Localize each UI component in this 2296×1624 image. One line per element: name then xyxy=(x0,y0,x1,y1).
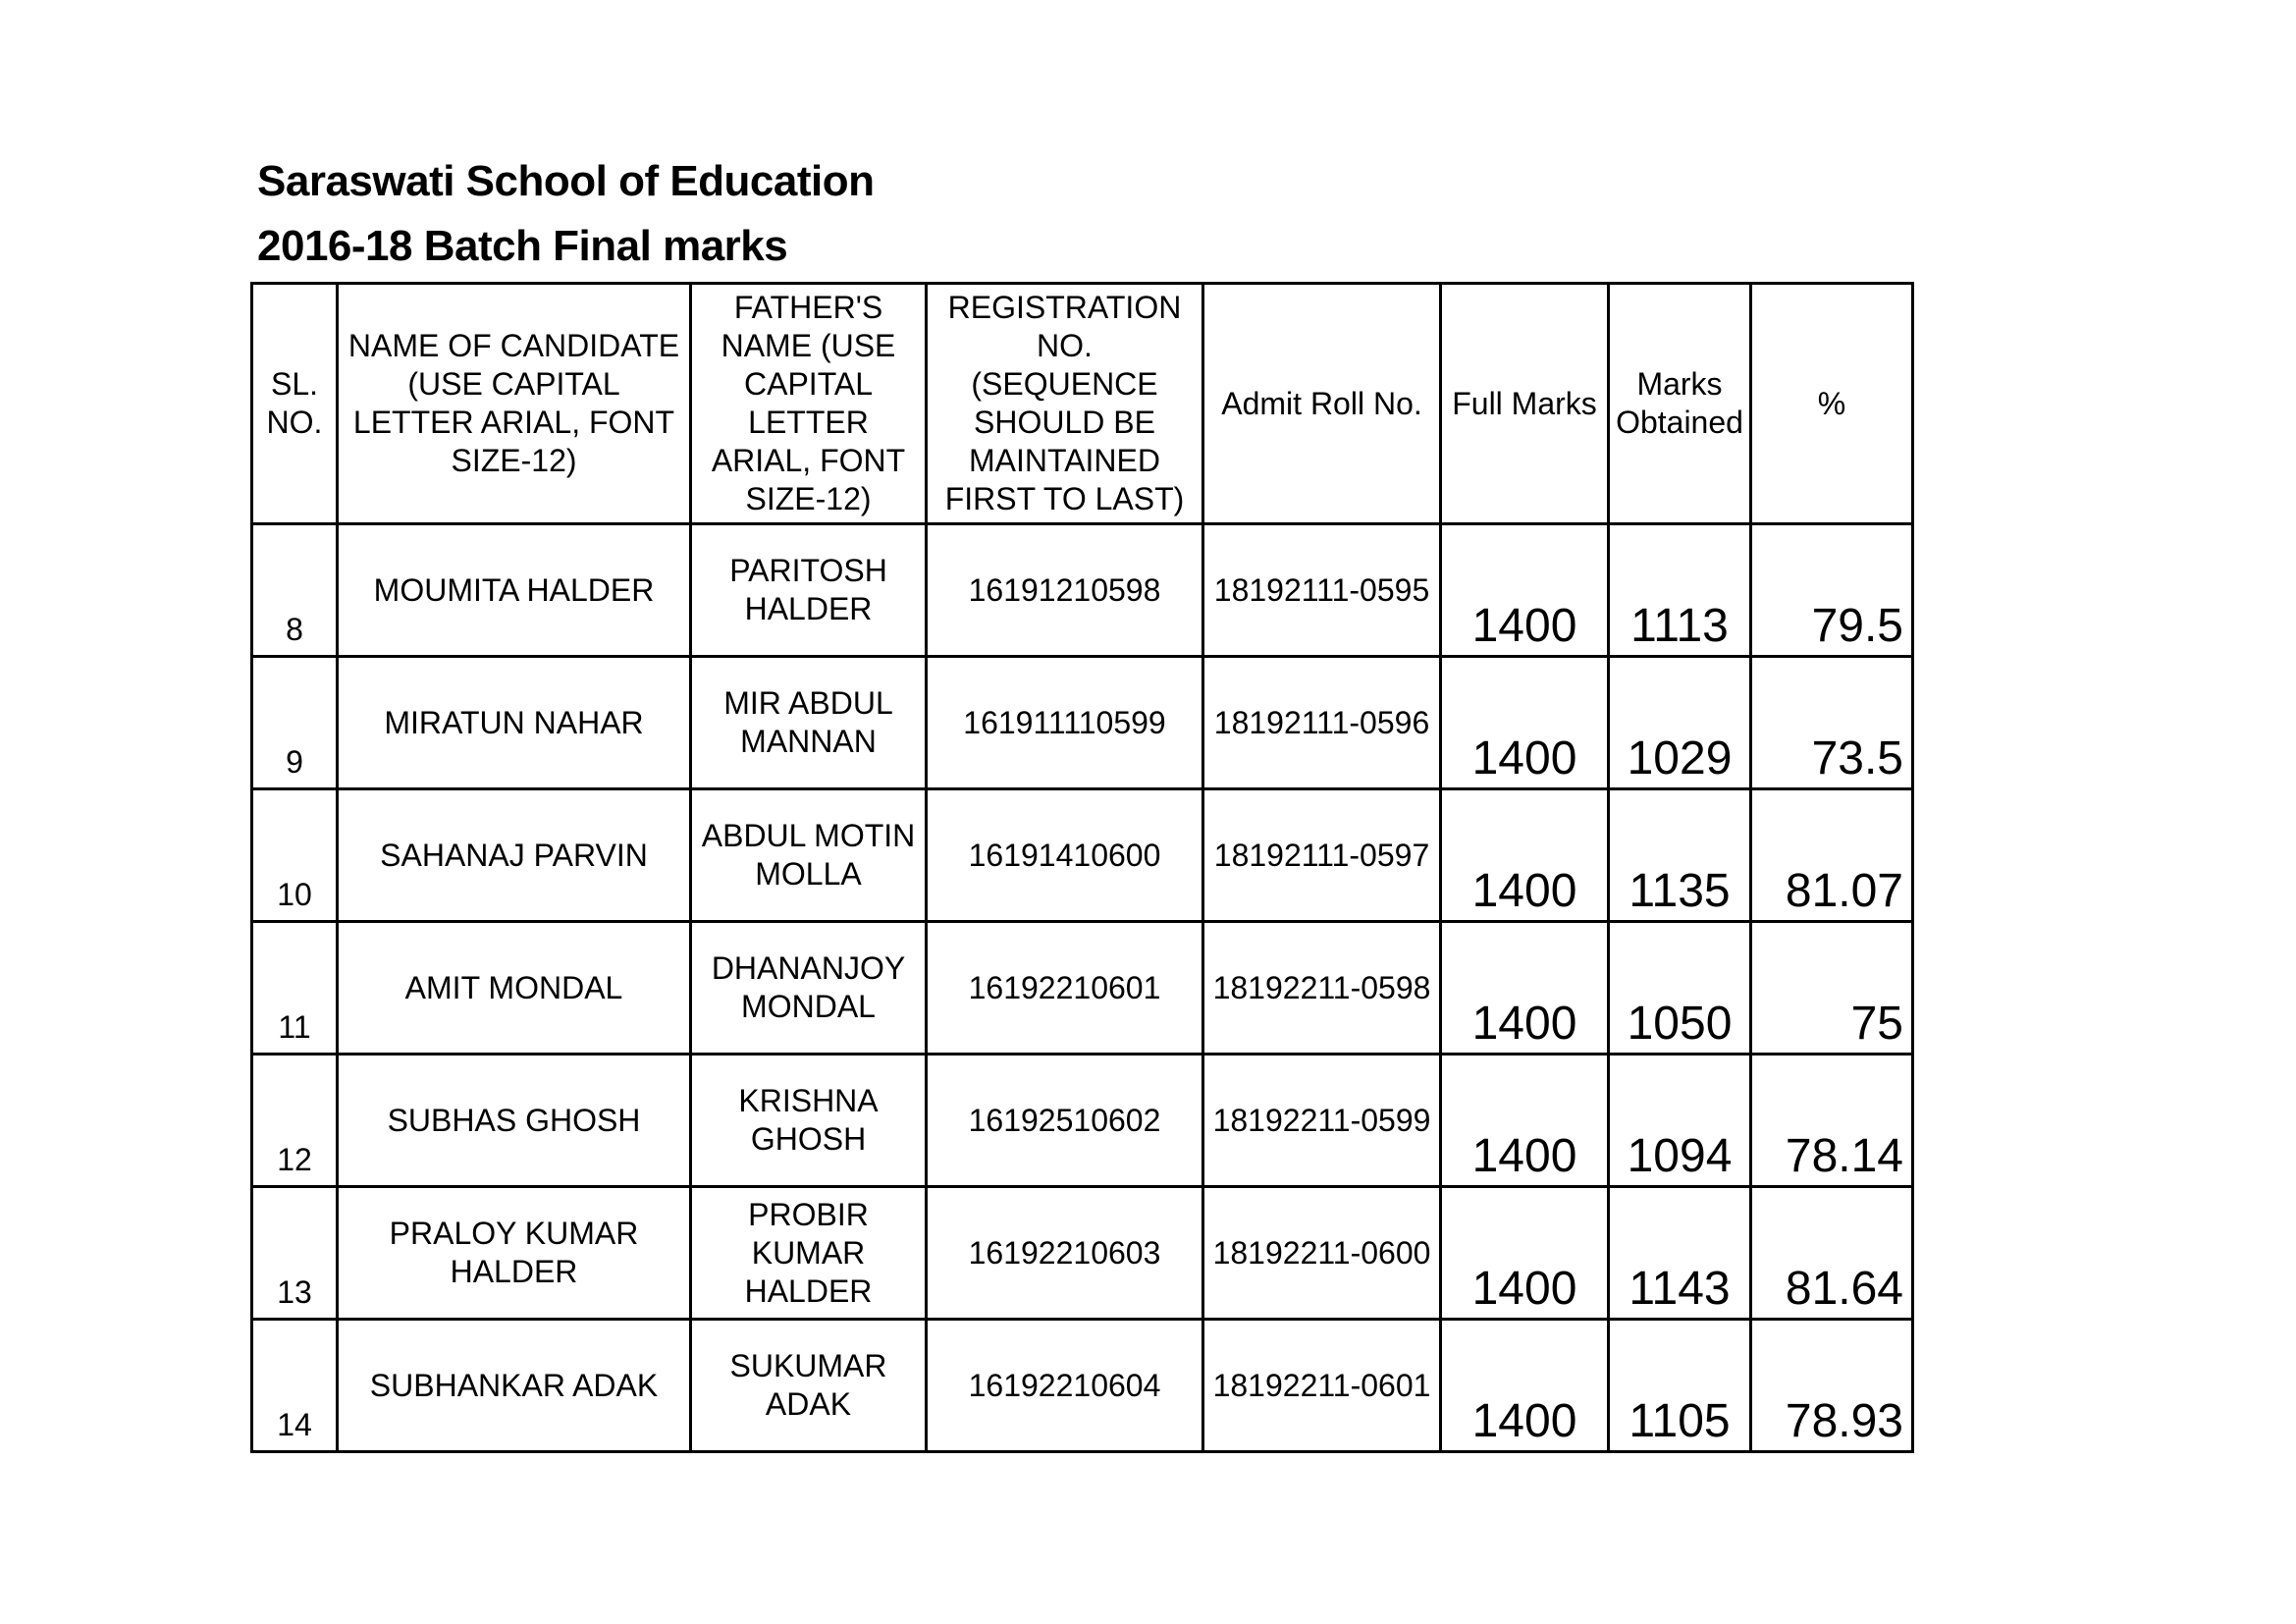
table-row: 10 SAHANAJ PARVIN ABDUL MOTIN MOLLA 1619141… xyxy=(250,787,1914,923)
cell-father-name: PROBIR KUMAR HALDER xyxy=(689,1185,928,1321)
header-candidate-name: NAME OF CANDIDATE (USE CAPITAL LETTER AR… xyxy=(336,282,692,525)
cell-sl-no: 12 xyxy=(250,1053,339,1188)
cell-admit-roll-no: 18192111-0596 xyxy=(1201,655,1442,790)
cell-marks-obtained: 1029 xyxy=(1607,655,1752,790)
cell-father-name: SUKUMAR ADAK xyxy=(689,1318,928,1453)
marks-table: SL. NO. NAME OF CANDIDATE (USE CAPITAL L… xyxy=(250,282,1914,1453)
cell-admit-roll-no: 18192111-0595 xyxy=(1201,522,1442,658)
cell-percent: 73.5 xyxy=(1749,655,1914,790)
cell-registration-no: 16192210604 xyxy=(925,1318,1204,1453)
header-marks-obtained: Marks Obtained xyxy=(1607,282,1752,525)
cell-candidate-name: SUBHANKAR ADAK xyxy=(336,1318,692,1453)
header-father-name: FATHER'S NAME (USE CAPITAL LETTER ARIAL,… xyxy=(689,282,928,525)
cell-admit-roll-no: 18192211-0600 xyxy=(1201,1185,1442,1321)
cell-candidate-name: MIRATUN NAHAR xyxy=(336,655,692,790)
table-row: 12 SUBHAS GHOSH KRISHNA GHOSH 16192510602 18… xyxy=(250,1053,1914,1188)
table-row: 13 PRALOY KUMAR HALDER PROBIR KUMAR HALDER… xyxy=(250,1185,1914,1321)
cell-percent: 79.5 xyxy=(1749,522,1914,658)
cell-father-name: ABDUL MOTIN MOLLA xyxy=(689,787,928,923)
header-admit-roll-no: Admit Roll No. xyxy=(1201,282,1442,525)
cell-candidate-name: AMIT MONDAL xyxy=(336,920,692,1056)
cell-full-marks: 1400 xyxy=(1439,787,1610,923)
cell-admit-roll-no: 18192211-0598 xyxy=(1201,920,1442,1056)
cell-candidate-name: MOUMITA HALDER xyxy=(336,522,692,658)
cell-sl-no: 10 xyxy=(250,787,339,923)
cell-marks-obtained: 1094 xyxy=(1607,1053,1752,1188)
cell-registration-no: 16191210598 xyxy=(925,522,1204,658)
header-row: SL. NO. NAME OF CANDIDATE (USE CAPITAL L… xyxy=(250,282,1914,525)
cell-sl-no: 13 xyxy=(250,1185,339,1321)
cell-marks-obtained: 1113 xyxy=(1607,522,1752,658)
cell-percent: 78.93 xyxy=(1749,1318,1914,1453)
document-subtitle: 2016-18 Batch Final marks xyxy=(257,222,788,270)
cell-sl-no: 9 xyxy=(250,655,339,790)
cell-father-name: KRISHNA GHOSH xyxy=(689,1053,928,1188)
cell-registration-no: 16192210603 xyxy=(925,1185,1204,1321)
cell-candidate-name: PRALOY KUMAR HALDER xyxy=(336,1185,692,1321)
cell-father-name: PARITOSH HALDER xyxy=(689,522,928,658)
cell-admit-roll-no: 18192111-0597 xyxy=(1201,787,1442,923)
cell-marks-obtained: 1105 xyxy=(1607,1318,1752,1453)
cell-percent: 75 xyxy=(1749,920,1914,1056)
cell-candidate-name: SAHANAJ PARVIN xyxy=(336,787,692,923)
cell-marks-obtained: 1050 xyxy=(1607,920,1752,1056)
table-row: 8 MOUMITA HALDER PARITOSH HALDER 1619121059… xyxy=(250,522,1914,658)
cell-registration-no: 16192510602 xyxy=(925,1053,1204,1188)
cell-admit-roll-no: 18192211-0599 xyxy=(1201,1053,1442,1188)
cell-father-name: MIR ABDUL MANNAN xyxy=(689,655,928,790)
cell-full-marks: 1400 xyxy=(1439,1053,1610,1188)
cell-registration-no: 16191410600 xyxy=(925,787,1204,923)
cell-admit-roll-no: 18192211-0601 xyxy=(1201,1318,1442,1453)
cell-percent: 78.14 xyxy=(1749,1053,1914,1188)
cell-percent: 81.07 xyxy=(1749,787,1914,923)
header-percent: % xyxy=(1749,282,1914,525)
cell-marks-obtained: 1143 xyxy=(1607,1185,1752,1321)
cell-sl-no: 11 xyxy=(250,920,339,1056)
cell-marks-obtained: 1135 xyxy=(1607,787,1752,923)
cell-sl-no: 8 xyxy=(250,522,339,658)
document-title: Saraswati School of Education xyxy=(257,157,875,205)
cell-father-name: DHANANJOY MONDAL xyxy=(689,920,928,1056)
cell-registration-no: 161911110599 xyxy=(925,655,1204,790)
table-row: 9 MIRATUN NAHAR MIR ABDUL MANNAN 1619111105… xyxy=(250,655,1914,790)
cell-full-marks: 1400 xyxy=(1439,1185,1610,1321)
cell-full-marks: 1400 xyxy=(1439,920,1610,1056)
cell-registration-no: 16192210601 xyxy=(925,920,1204,1056)
cell-candidate-name: SUBHAS GHOSH xyxy=(336,1053,692,1188)
table-row: 14 SUBHANKAR ADAK SUKUMAR ADAK 16192210604 1… xyxy=(250,1318,1914,1453)
header-full-marks: Full Marks xyxy=(1439,282,1610,525)
cell-full-marks: 1400 xyxy=(1439,1318,1610,1453)
cell-full-marks: 1400 xyxy=(1439,522,1610,658)
table-row: 11 AMIT MONDAL DHANANJOY MONDAL 16192210601… xyxy=(250,920,1914,1056)
header-sl-no: SL. NO. xyxy=(250,282,339,525)
cell-sl-no: 14 xyxy=(250,1318,339,1453)
cell-full-marks: 1400 xyxy=(1439,655,1610,790)
cell-percent: 81.64 xyxy=(1749,1185,1914,1321)
header-registration-no: REGISTRATION NO. (SEQUENCE SHOULD BE MAI… xyxy=(925,282,1204,525)
